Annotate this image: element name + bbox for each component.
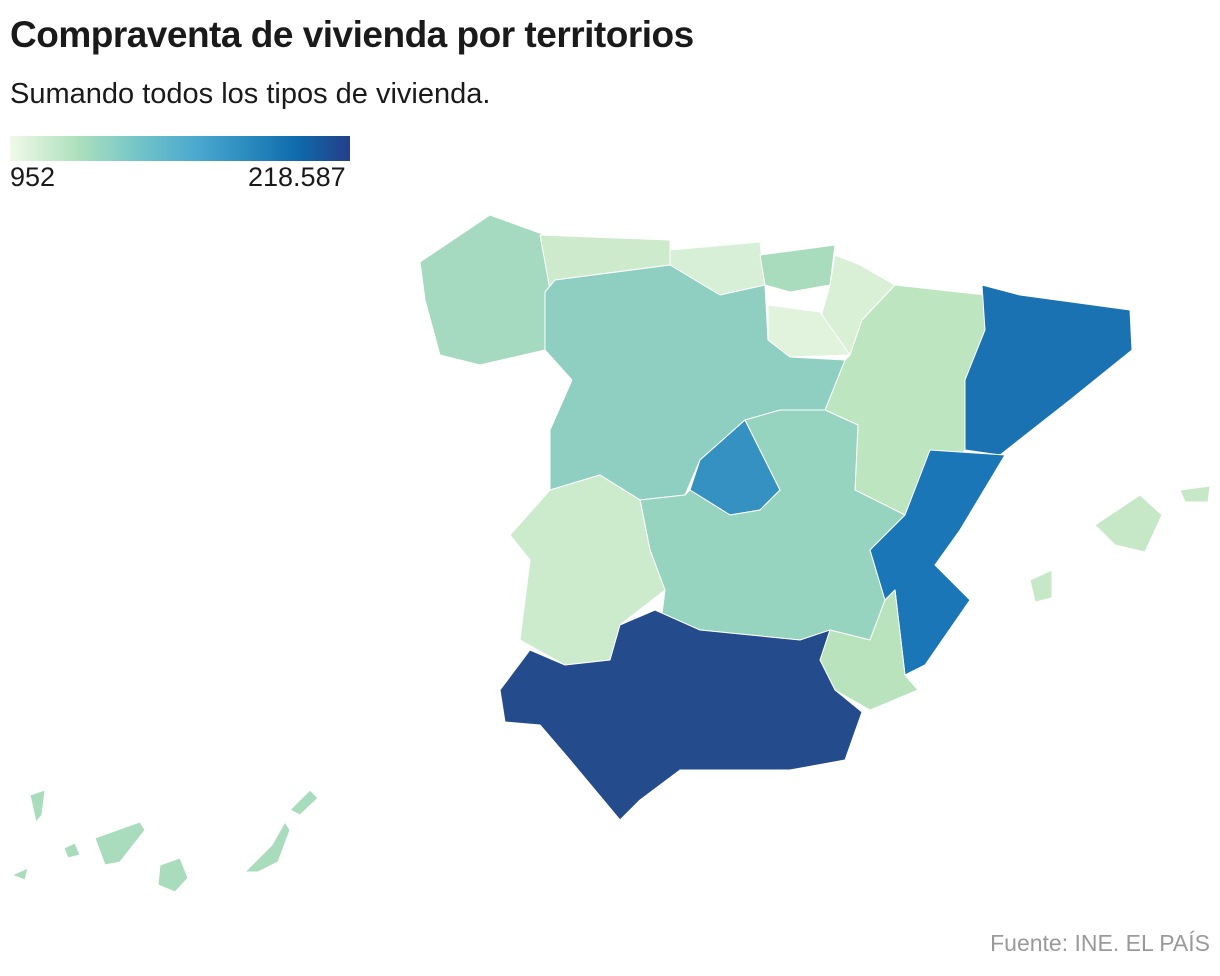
region-cataluna[interactable] xyxy=(964,284,1133,456)
island-tenerife[interactable] xyxy=(94,821,146,866)
map-title: Compraventa de vivienda por territorios xyxy=(10,14,694,55)
legend-max: 218.587 xyxy=(248,162,346,192)
region-comunidad-valenciana[interactable] xyxy=(869,449,1006,676)
island-lanzarote[interactable] xyxy=(289,789,319,816)
island-menorca[interactable] xyxy=(1179,485,1211,503)
island-mallorca[interactable] xyxy=(1094,494,1163,553)
island-fuerteventura[interactable] xyxy=(244,821,291,873)
region-pais-vasco[interactable] xyxy=(759,244,836,293)
island-hierro[interactable] xyxy=(11,867,29,881)
island-ibiza[interactable] xyxy=(1029,569,1053,603)
region-baleares[interactable] xyxy=(1029,485,1211,603)
legend-min: 952 xyxy=(10,162,56,192)
color-scale-legend xyxy=(10,136,350,161)
island-la-gomera[interactable] xyxy=(63,842,81,859)
island-gran-canaria[interactable] xyxy=(157,857,189,893)
map-subtitle: Sumando todos los tipos de vivienda. xyxy=(10,78,491,110)
region-andalucia[interactable] xyxy=(499,609,863,821)
island-la-palma[interactable] xyxy=(29,789,46,823)
region-canarias[interactable] xyxy=(11,789,319,893)
source-note: Fuente: INE. EL PAÍS xyxy=(990,930,1210,956)
region-galicia[interactable] xyxy=(419,214,551,366)
